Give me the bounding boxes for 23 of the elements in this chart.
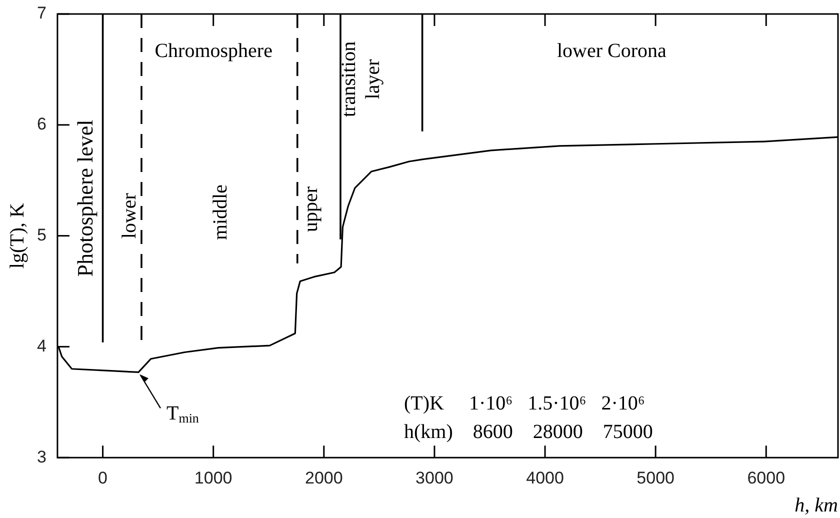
- annotation: lower Corona: [556, 40, 666, 62]
- y-tick-label: 3: [36, 447, 46, 466]
- y-tick-label: 6: [36, 114, 46, 134]
- x-tick-label: 3000: [416, 468, 454, 488]
- x-tick-label: 0: [98, 468, 108, 488]
- annotation: (T)K 1·10⁶ 1.5·10⁶ 2·10⁶: [404, 392, 645, 415]
- ref-line-label: Photosphere level: [72, 120, 98, 277]
- y-tick-label: 7: [36, 4, 46, 23]
- x-tick-label: 4000: [526, 468, 564, 488]
- annotation: h(km) 8600 28000 75000: [404, 421, 653, 444]
- annotation: lower: [118, 192, 140, 239]
- y-axis-title: lg(T), K: [6, 202, 28, 269]
- x-tick-label: 1000: [194, 468, 232, 488]
- y-tick-label: 5: [36, 225, 46, 244]
- x-axis-title: h, km: [794, 494, 838, 516]
- x-tick-label: 2000: [304, 468, 343, 488]
- y-tick-label: 4: [36, 336, 46, 356]
- x-tick-label: 6000: [747, 468, 786, 488]
- annotation: middle: [210, 184, 232, 240]
- annotation: transition layer: [338, 41, 384, 117]
- x-tick-label: 5000: [636, 468, 674, 488]
- annotation: Chromosphere: [154, 40, 273, 62]
- annotation: upper: [300, 186, 322, 232]
